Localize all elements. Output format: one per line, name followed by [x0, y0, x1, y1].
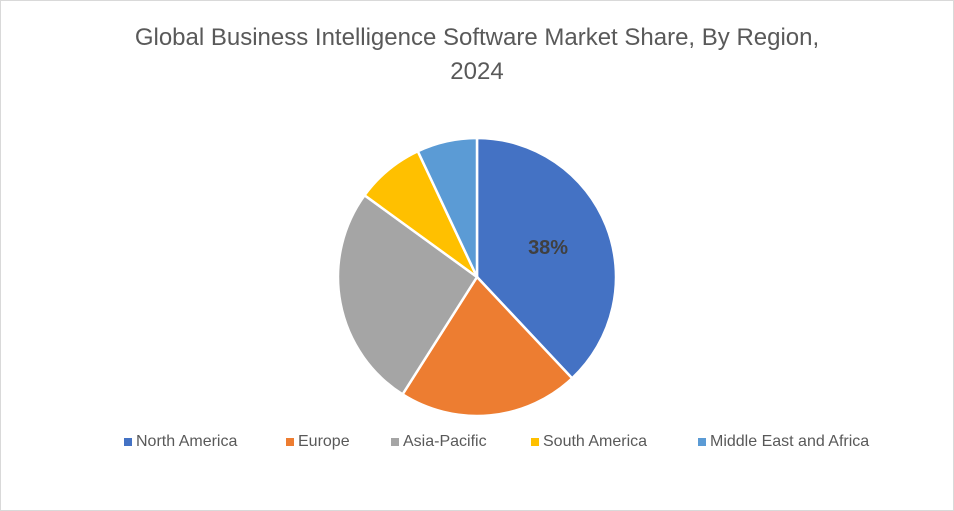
legend-text: Middle East and Africa [710, 433, 869, 450]
data-label: 38% [528, 237, 568, 259]
legend-text: North America [136, 433, 237, 450]
legend-marker [286, 438, 294, 446]
pie-slice [336, 193, 479, 397]
legend-text: South America [543, 433, 647, 450]
legend-marker [124, 438, 132, 446]
chart-title: Global Business Intelligence Software Ma… [134, 24, 820, 85]
pie-slice [475, 136, 618, 381]
legend-marker [391, 438, 399, 446]
legend-text: Europe [298, 433, 350, 450]
legend-marker [698, 438, 706, 446]
pie-slice [416, 136, 479, 278]
legend-text: Asia-Pacific [403, 433, 487, 450]
legend-marker [531, 438, 539, 446]
pie-slice [400, 274, 574, 418]
